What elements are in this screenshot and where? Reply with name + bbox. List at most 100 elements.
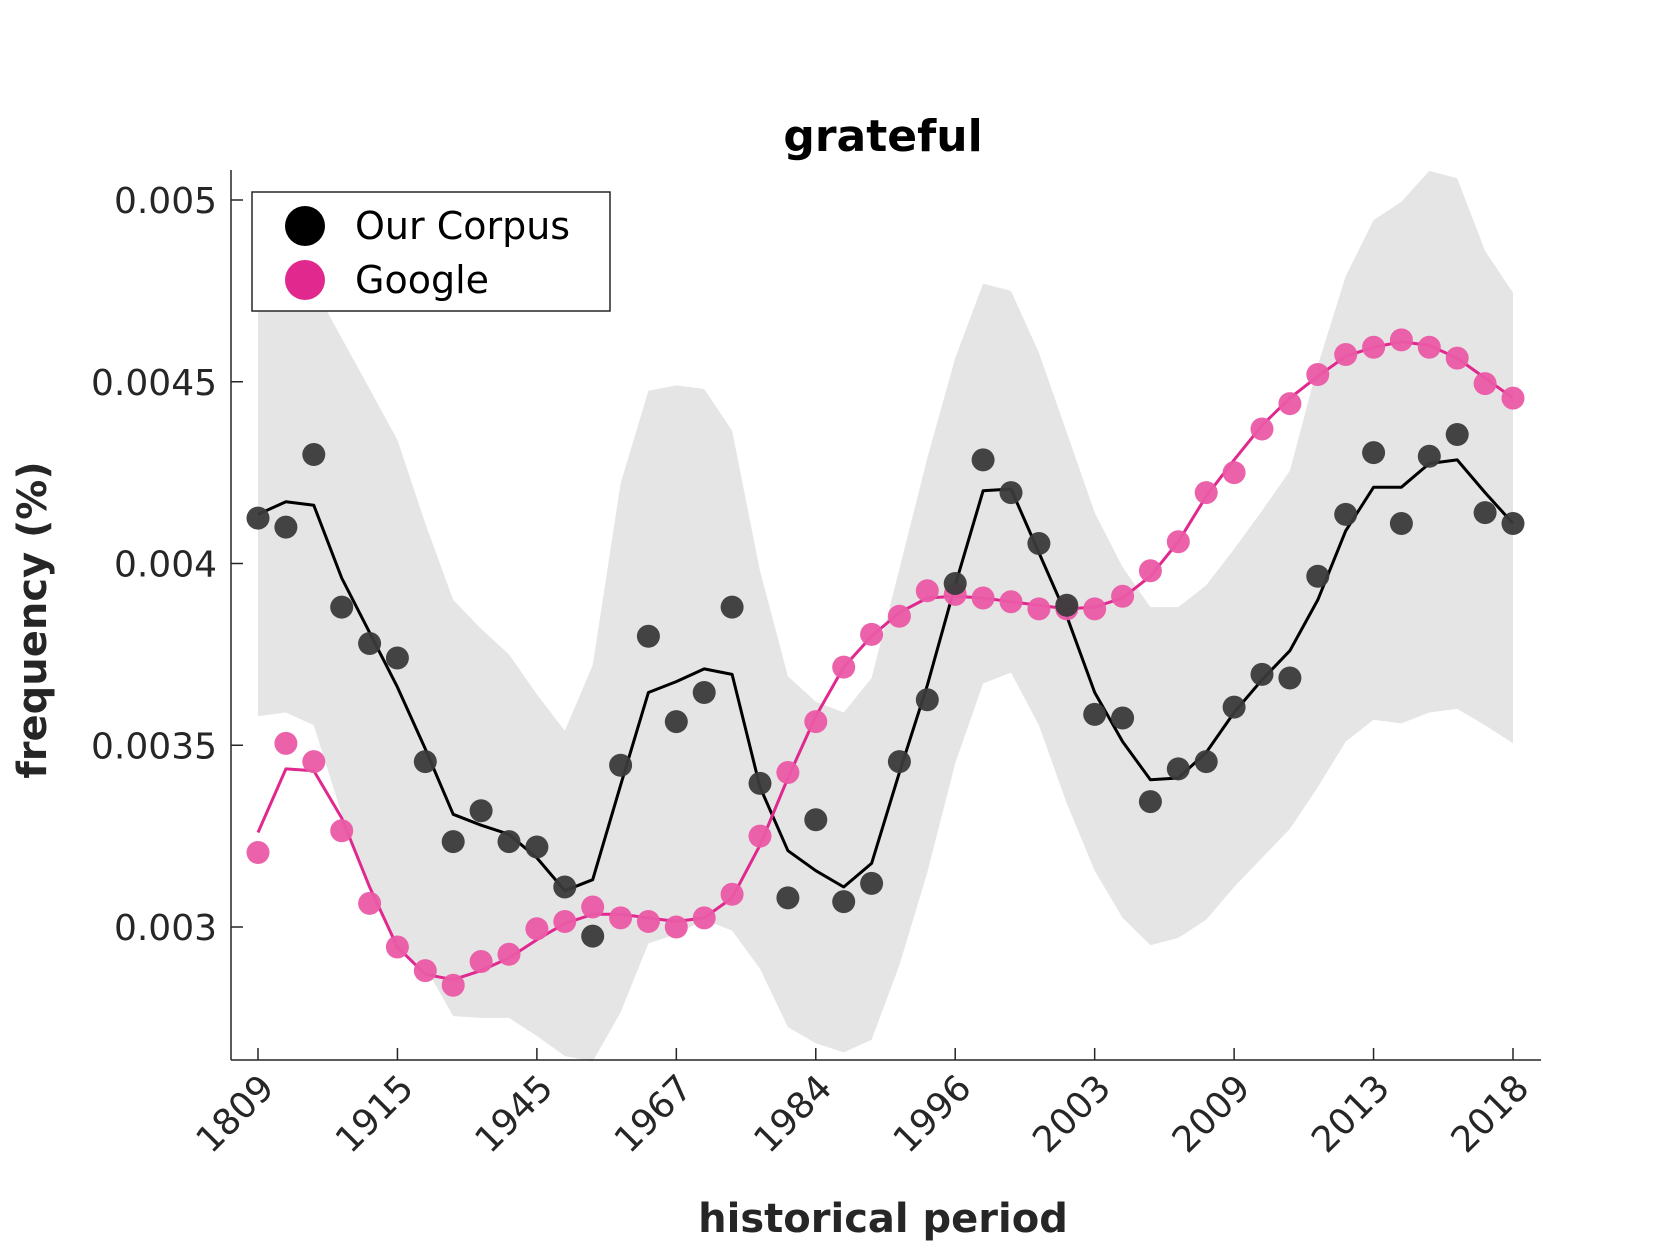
our-corpus-point [1027,532,1051,555]
our-corpus-point [832,890,856,914]
x-axis-label: historical period [698,1196,1068,1242]
confidence-band-layer [258,170,1513,1062]
our-corpus-point [497,830,521,854]
our-corpus-point [609,753,633,777]
our-corpus-point [441,830,465,854]
our-corpus-point [692,681,716,704]
our-corpus-point [1389,512,1413,535]
google-point [1138,559,1162,583]
our-corpus-point [274,515,298,539]
google-point [636,910,660,933]
google-point [915,579,939,603]
google-point [1389,328,1413,352]
google-point [804,710,828,734]
our-corpus-point [1278,666,1302,690]
our-corpus-point [1111,706,1135,730]
google-point [469,950,493,973]
google-point [1250,417,1274,441]
point-layer [246,328,1525,997]
google-point [1445,346,1469,370]
line-layer [256,340,1515,982]
y-axis-label: frequency (%) [10,461,56,778]
our-corpus-point [1306,564,1330,588]
our-corpus-point [1501,512,1525,535]
google-point [1278,392,1302,416]
google-point [497,942,521,966]
our-corpus-point [664,710,688,734]
our-corpus-point [469,799,493,823]
our-corpus-point [1473,501,1497,525]
chart-title: grateful [783,111,982,162]
our-corpus-point [1250,662,1274,686]
y-tick-label: 0.0035 [91,726,217,767]
legend: Our Corpus Google [251,191,611,312]
google-point [692,906,716,930]
our-corpus-point [413,750,437,774]
google-point [748,824,772,848]
our-corpus-point [1083,702,1107,726]
our-corpus-point [720,595,744,619]
our-corpus-point [385,646,409,670]
our-corpus-point [525,835,549,859]
our-corpus-point [1166,757,1190,781]
google-point [1473,372,1497,396]
google-point [860,622,884,646]
google-point [609,906,633,930]
our-corpus-point [943,572,967,595]
google-point [1222,461,1246,485]
our-corpus-point [1362,441,1386,465]
our-corpus-point [330,595,354,619]
y-tick-label: 0.004 [114,545,217,586]
legend-marker-google [285,260,325,300]
confidence-band [258,170,1513,1062]
our-corpus-point [1055,593,1079,617]
google-point [302,750,326,774]
google-point [720,882,744,906]
our-corpus-point [748,771,772,795]
google-point [1027,597,1051,621]
our-corpus-point [1445,423,1469,446]
our-corpus-point [804,808,828,832]
google-point [1111,584,1135,608]
our-corpus-point [915,688,939,712]
google-point [1501,386,1525,410]
google-point [553,910,577,933]
our-corpus-point [1222,695,1246,719]
our-corpus-point [1417,444,1441,468]
our-corpus-point [302,443,326,466]
google-point [1334,343,1358,366]
google-point [413,959,437,983]
our-corpus-point [1194,750,1218,774]
our-corpus-point [887,750,911,774]
google-point [441,973,465,997]
our-corpus-point [971,448,995,472]
our-corpus-point [1138,790,1162,814]
google-point [1417,335,1441,359]
legend-label-our-corpus: Our Corpus [355,204,570,248]
google-point [664,915,688,939]
google-point [385,935,409,959]
our-corpus-point [553,875,577,899]
google-point [1166,530,1190,554]
y-tick-label: 0.003 [114,908,217,949]
google-point [581,895,605,919]
our-corpus-point [1334,502,1358,526]
google-point [971,586,995,610]
google-point [246,841,270,864]
google-point [832,655,856,679]
our-corpus-point [581,924,605,948]
our-corpus-point [358,632,382,655]
google-point [274,731,298,755]
y-tick-label: 0.0045 [91,363,217,404]
our-corpus-point [860,871,884,895]
google-point [525,917,549,941]
google-point [887,604,911,628]
google-point [1362,335,1386,359]
our-corpus-point [776,886,800,910]
y-tick-label: 0.005 [114,181,217,222]
google-point [1194,481,1218,505]
google-point [358,891,382,915]
legend-marker-our-corpus [285,206,325,246]
google-point [999,590,1023,614]
